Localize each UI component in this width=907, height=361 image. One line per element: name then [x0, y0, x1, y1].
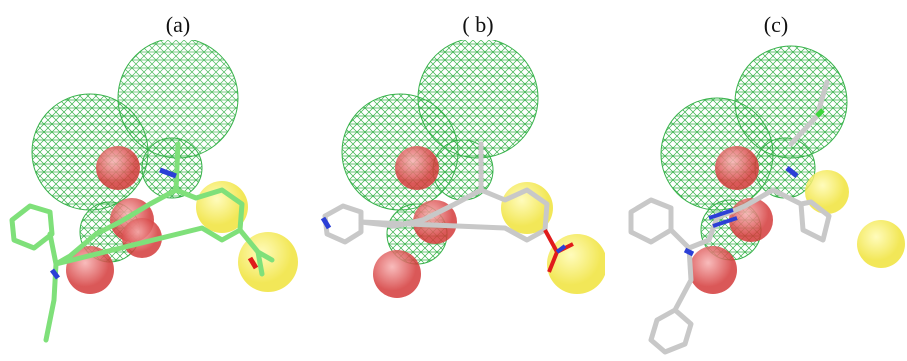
- acceptor-sphere: [373, 250, 421, 298]
- panel-label-a: (a): [165, 12, 191, 37]
- ligand-structure: [628, 79, 832, 355]
- pharmacophore-panel-c: [628, 45, 905, 355]
- panel-label-c: (c): [763, 12, 789, 37]
- acceptor-sphere: [715, 146, 759, 190]
- acceptor-sphere: [395, 146, 439, 190]
- aromatic-sphere: [547, 234, 605, 294]
- acceptor-sphere: [122, 218, 162, 258]
- pharmacophore-panel-a: [9, 40, 298, 343]
- hydrophobic-sphere: [141, 137, 203, 199]
- ligand-structure: [9, 141, 275, 343]
- acceptor-sphere: [689, 246, 737, 294]
- aromatic-sphere: [857, 220, 905, 268]
- acceptor-sphere: [96, 146, 140, 190]
- pharmacophore-panel-b: [320, 40, 605, 298]
- hydrophobic-sphere: [660, 97, 774, 211]
- aromatic-sphere: [805, 170, 849, 214]
- ligand-structure: [322, 141, 550, 245]
- panel-label-b: ( b): [462, 12, 494, 37]
